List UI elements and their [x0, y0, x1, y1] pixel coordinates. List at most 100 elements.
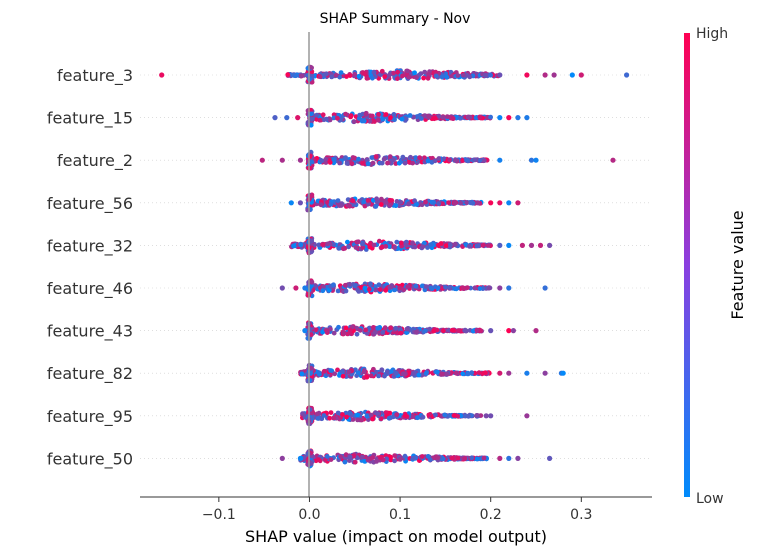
shap-point [469, 370, 475, 376]
shap-point [335, 198, 341, 204]
shap-outlier-point [272, 115, 278, 121]
shap-outlier-point [506, 328, 512, 334]
shap-point [446, 200, 451, 206]
shap-point [347, 73, 353, 78]
shap-point [407, 113, 413, 118]
shap-point [320, 112, 326, 118]
shap-point [419, 454, 425, 459]
shap-outlier-point [488, 328, 494, 334]
shap-outlier-point [533, 157, 539, 163]
shap-point [373, 204, 379, 209]
shap-point [321, 368, 327, 374]
shap-point [434, 369, 440, 375]
shap-outlier-point [293, 285, 299, 291]
shap-point [359, 417, 364, 423]
shap-point [374, 196, 379, 202]
shap-outlier-point [524, 413, 530, 419]
shap-point [338, 70, 344, 75]
shap-point [370, 113, 375, 119]
shap-point [337, 160, 342, 166]
shap-point [365, 161, 371, 167]
feature-label: feature_32 [47, 236, 133, 256]
shap-point [391, 157, 396, 163]
shap-point [410, 160, 415, 166]
shap-outlier-point [302, 328, 308, 334]
shap-point [363, 111, 369, 117]
shap-point [406, 201, 412, 207]
shap-outlier-point [483, 413, 489, 419]
shap-point [327, 158, 332, 164]
shap-point [488, 114, 493, 120]
shap-point [341, 246, 346, 252]
shap-point [351, 453, 357, 459]
shap-point [362, 71, 368, 77]
shap-point [410, 240, 415, 246]
shap-point [368, 412, 374, 418]
shap-point [450, 116, 456, 121]
shap-point [371, 242, 377, 248]
shap-point [327, 117, 333, 123]
shap-point [343, 155, 348, 161]
shap-point [446, 327, 452, 333]
shap-point [458, 115, 463, 121]
shap-point [460, 244, 465, 250]
shap-point [452, 200, 458, 206]
shap-outlier-point [506, 200, 512, 206]
shap-point [405, 68, 410, 74]
shap-point [400, 154, 406, 160]
shap-point [324, 454, 330, 459]
shap-outlier-point [519, 242, 526, 248]
shap-point [465, 285, 470, 291]
shap-point [317, 74, 323, 80]
shap-point [451, 413, 457, 418]
shap-point [382, 373, 387, 379]
shap-point [404, 330, 409, 335]
shap-point [432, 158, 438, 164]
shap-point [342, 459, 348, 465]
shap-point [431, 328, 437, 334]
shap-point [349, 161, 355, 166]
shap-point [346, 244, 351, 250]
shap-point [395, 69, 400, 75]
shap-point [439, 74, 445, 80]
shap-point [406, 370, 412, 376]
shap-outlier-point [279, 157, 285, 163]
shap-outlier-point [506, 370, 512, 376]
shap-outlier-point [524, 370, 530, 376]
shap-point [377, 455, 383, 460]
shap-point [426, 71, 432, 77]
shap-point [417, 458, 422, 463]
shap-point [423, 328, 428, 333]
shap-point [436, 201, 442, 207]
shap-point [361, 369, 367, 375]
shap-point [285, 72, 291, 77]
shap-point [474, 413, 480, 418]
shap-outlier-point [515, 200, 521, 206]
shap-point [393, 325, 399, 331]
shap-point [433, 73, 439, 79]
shap-point [455, 328, 461, 334]
shap-point [388, 369, 394, 374]
shap-point [365, 198, 371, 203]
shap-point [335, 288, 341, 294]
shap-outlier-point [528, 157, 535, 163]
x-tick-label: 0.0 [298, 507, 320, 523]
shap-point [352, 283, 358, 289]
shap-outlier-point [506, 115, 512, 121]
shap-point [345, 331, 350, 337]
colorbar-low-label: Low [696, 491, 724, 507]
shap-point [392, 453, 398, 458]
shap-point [308, 111, 314, 117]
shap-point [402, 453, 408, 459]
shap-point [352, 72, 357, 77]
shap-point [387, 244, 392, 249]
shap-point [439, 371, 445, 377]
shap-point [414, 75, 419, 80]
shap-point [372, 284, 378, 289]
shap-point [352, 459, 358, 465]
shap-outlier-point [524, 72, 530, 78]
shap-outlier-point [497, 157, 503, 163]
shap-point [320, 242, 325, 248]
shap-point [449, 327, 455, 333]
